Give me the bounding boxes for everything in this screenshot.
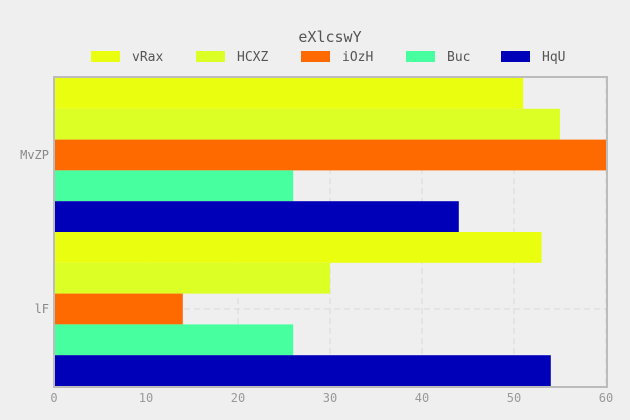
legend-swatch [406,51,435,62]
legend-label: HCXZ [237,50,268,65]
x-tick-label: 40 [415,391,429,405]
legend-item-iOzH: iOzH [301,50,373,65]
legend-item-vRax: vRax [91,50,163,65]
legend-label: iOzH [342,50,373,65]
legend-swatch [91,51,120,62]
legend-item-Buc: Buc [406,50,470,65]
legend-swatch [501,51,530,62]
x-tick-label: 20 [231,391,245,405]
legend-label: vRax [132,50,163,65]
legend-label: HqU [542,50,565,65]
bar-vRax-MvZP [54,78,524,109]
bar-Buc-MvZP [54,170,294,202]
bars [54,78,606,386]
legend-swatch [301,51,330,62]
x-tick-label: 0 [50,391,57,405]
bar-HqU-lF [54,355,551,386]
bar-HqU-MvZP [54,201,459,232]
chart-title: eXlcswY [298,28,361,46]
legend-swatch [196,51,225,62]
y-tick-label: MvZP [20,148,49,162]
legend-label: Buc [447,50,470,65]
legend: vRax HCXZ iOzH Buc HqU [91,50,565,65]
axes: 0 10 20 30 40 50 60 MvZP lF [20,148,613,405]
bar-vRax-lF [54,232,542,263]
y-tick-label: lF [35,302,49,316]
bar-iOzH-MvZP [54,139,606,171]
bar-Buc-lF [54,324,294,356]
bar-HCXZ-MvZP [54,108,560,140]
x-tick-label: 30 [323,391,337,405]
x-tick-label: 10 [139,391,153,405]
plot-frame [53,76,608,388]
legend-item-HqU: HqU [501,50,565,65]
bar-HCXZ-lF [54,262,330,294]
x-tick-label: 60 [599,391,613,405]
bar-iOzH-lF [54,293,183,325]
legend-item-HCXZ: HCXZ [196,50,268,65]
x-tick-label: 50 [507,391,521,405]
